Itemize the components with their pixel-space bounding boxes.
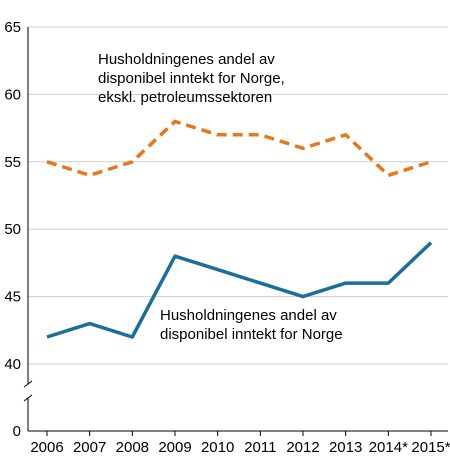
axis-break-stroke [23, 380, 33, 388]
axis-break-stroke [23, 394, 33, 402]
x-tick-label: 2014* [369, 439, 408, 456]
y-tick-label: 50 [4, 221, 21, 238]
series-line-oil-excluded [46, 119, 432, 178]
x-tick-label: 2012 [286, 439, 319, 456]
axis-break-mark [23, 380, 33, 402]
y-tick-label: 65 [4, 19, 21, 36]
series-annotations: Husholdningenes andel av disponibel innt… [98, 51, 343, 343]
x-tick-labels: 2006 2007 2008 2009 2010 2011 2012 2013 2014* 201… [30, 431, 450, 456]
x-tick-label: 2015* [411, 439, 450, 456]
series-label-norway: Husholdningenes andel av disponibel innt… [160, 307, 343, 343]
series-label-oil-excluded: Husholdningenes andel av disponibel innt… [98, 51, 289, 106]
x-tick-label: 2007 [73, 439, 106, 456]
x-tick-label: 2010 [201, 439, 234, 456]
series-lines [46, 119, 433, 339]
axes [23, 27, 448, 432]
y-tick-label: 60 [4, 86, 21, 103]
x-tick-label: 2008 [116, 439, 149, 456]
x-tick-label: 2013 [329, 439, 362, 456]
grid-lines [28, 26, 448, 365]
x-tick-label: 2006 [30, 439, 63, 456]
y-tick-label: 55 [4, 154, 21, 171]
x-tick-label: 2011 [244, 439, 276, 456]
series-line-norway [46, 241, 433, 339]
y-tick-label: 0 [13, 423, 21, 440]
y-tick-labels: 0 40 45 50 55 60 65 [4, 19, 21, 440]
y-tick-label: 40 [4, 356, 21, 373]
x-tick-label: 2009 [158, 439, 191, 456]
y-tick-label: 45 [4, 289, 21, 306]
